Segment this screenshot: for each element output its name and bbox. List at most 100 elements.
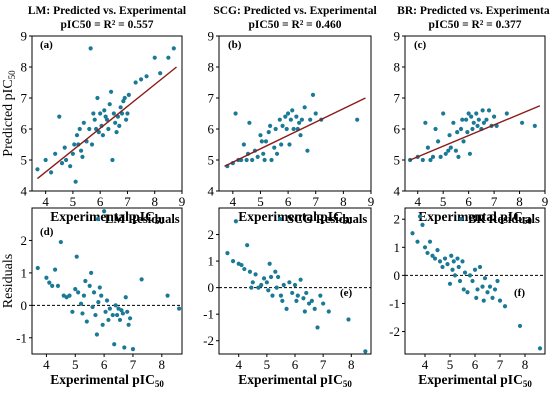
- data-point: [420, 157, 425, 163]
- data-point: [87, 126, 92, 132]
- y-tick-label: -2: [203, 333, 214, 348]
- data-point: [241, 142, 246, 147]
- data-point: [355, 117, 360, 122]
- data-point: [461, 139, 466, 144]
- data-point: [277, 117, 282, 122]
- data-point: [299, 117, 305, 122]
- data-point: [62, 145, 67, 150]
- data-point: [427, 239, 433, 244]
- data-point: [447, 281, 453, 286]
- legend-label: SCG Residuals: [287, 212, 367, 226]
- y-tick-label: 4: [208, 184, 215, 199]
- data-point: [35, 265, 40, 271]
- data-point: [446, 148, 451, 153]
- data-point: [442, 256, 448, 261]
- data-point: [321, 301, 326, 306]
- data-point: [93, 312, 98, 318]
- data-point: [475, 287, 480, 292]
- data-point: [425, 250, 430, 256]
- data-point: [451, 259, 456, 264]
- data-point: [91, 290, 97, 295]
- data-point: [279, 142, 284, 147]
- y-tick-label: 8: [21, 60, 28, 75]
- data-point: [313, 111, 318, 116]
- data-point: [430, 253, 435, 258]
- x-tick-label: 6: [285, 194, 292, 209]
- data-point: [50, 283, 55, 288]
- data-point: [315, 325, 320, 330]
- y-tick-label: 0: [208, 280, 215, 295]
- data-point: [437, 259, 443, 264]
- data-point: [89, 270, 94, 275]
- data-point: [261, 151, 266, 156]
- data-point: [491, 114, 497, 119]
- x-axis-label: Experimental pIC50: [238, 209, 352, 226]
- data-point: [80, 311, 85, 316]
- data-point: [485, 290, 490, 295]
- data-point: [457, 278, 463, 284]
- legend-label: BR Residuals: [468, 212, 540, 226]
- y-tick-label: 0: [21, 298, 28, 313]
- data-point: [450, 267, 455, 272]
- panel-label: (a): [40, 39, 53, 51]
- regression-line: [37, 66, 177, 180]
- data-point: [484, 117, 489, 122]
- x-tick-label: 6: [465, 194, 472, 209]
- data-point: [462, 270, 468, 275]
- y-tick-label: 2: [394, 212, 401, 227]
- data-point: [415, 239, 420, 244]
- data-point: [292, 282, 298, 288]
- data-point: [428, 157, 433, 163]
- data-point: [267, 261, 272, 266]
- data-point: [84, 319, 89, 324]
- data-point: [470, 278, 475, 284]
- data-point: [517, 323, 523, 329]
- data-point: [97, 285, 102, 290]
- data-point: [471, 120, 476, 125]
- data-point: [497, 298, 503, 303]
- data-point: [420, 222, 425, 227]
- data-point: [94, 332, 100, 337]
- data-point: [126, 322, 131, 327]
- x-tick-label: 5: [70, 194, 77, 209]
- data-point: [63, 157, 69, 163]
- data-point: [460, 117, 465, 122]
- data-point: [48, 170, 54, 175]
- data-point: [304, 290, 309, 296]
- legend-label: LM Residuals: [105, 212, 180, 226]
- data-point: [264, 280, 269, 285]
- data-point: [247, 120, 252, 125]
- data-point: [117, 123, 122, 128]
- data-point: [114, 130, 119, 135]
- data-point: [502, 304, 508, 309]
- data-point: [480, 284, 485, 289]
- x-tick-label: 6: [292, 357, 299, 372]
- data-point: [103, 309, 108, 314]
- x-tick-label: 6: [97, 194, 104, 209]
- data-point: [268, 274, 274, 280]
- data-point: [465, 130, 470, 135]
- data-point: [130, 347, 136, 352]
- data-point: [177, 306, 182, 311]
- y-tick-label: 1: [394, 240, 401, 255]
- x-tick-label: 8: [516, 194, 523, 209]
- panel-d: 4 5 6 7 8 -1 0 1 2 Experimental pIC50 Residuals LM …: [1, 207, 183, 389]
- data-point: [250, 157, 255, 163]
- data-point: [435, 139, 441, 144]
- data-point: [294, 114, 299, 119]
- y-tick-label: 1: [21, 265, 28, 280]
- data-point: [274, 151, 280, 156]
- data-point: [410, 231, 415, 236]
- x-tick-label: 8: [159, 357, 166, 372]
- data-point: [537, 346, 543, 351]
- data-point: [346, 317, 351, 322]
- data-point: [284, 306, 289, 311]
- data-point: [110, 157, 115, 163]
- data-point: [280, 298, 285, 304]
- panel-b: SCG: Predicted vs. Experimental pIC50 = R…: [208, 5, 377, 226]
- plot-frame: [218, 207, 372, 355]
- x-tick-label: 8: [522, 357, 529, 372]
- data-point: [266, 130, 271, 135]
